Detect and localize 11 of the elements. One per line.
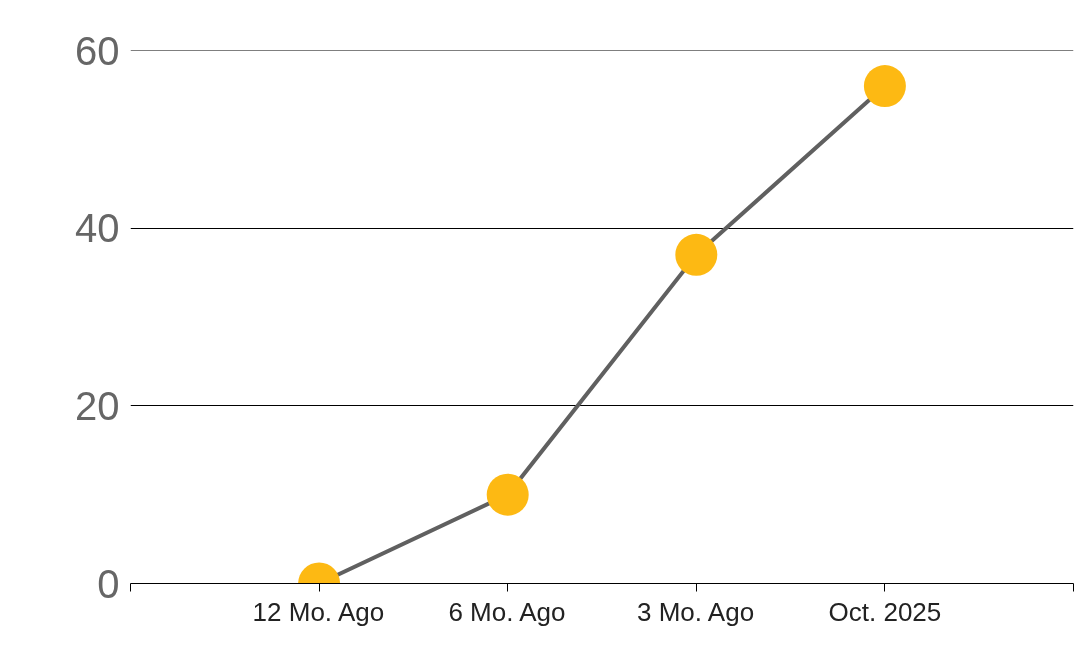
x-tick-label: 12 Mo. Ago [252, 596, 385, 627]
x-tick-label: 3 Mo. Ago [637, 596, 755, 627]
y-tick-label: 0 [97, 561, 120, 606]
x-tick-label: Oct. 2025 [828, 596, 942, 627]
y-tick-label: 20 [75, 383, 120, 428]
point [675, 233, 718, 276]
y-tick-label: 60 [75, 28, 120, 73]
point [486, 473, 529, 516]
point [863, 65, 906, 107]
y-tick-label: 40 [75, 206, 120, 251]
x-tick-label: 6 Mo. Ago [448, 596, 566, 627]
